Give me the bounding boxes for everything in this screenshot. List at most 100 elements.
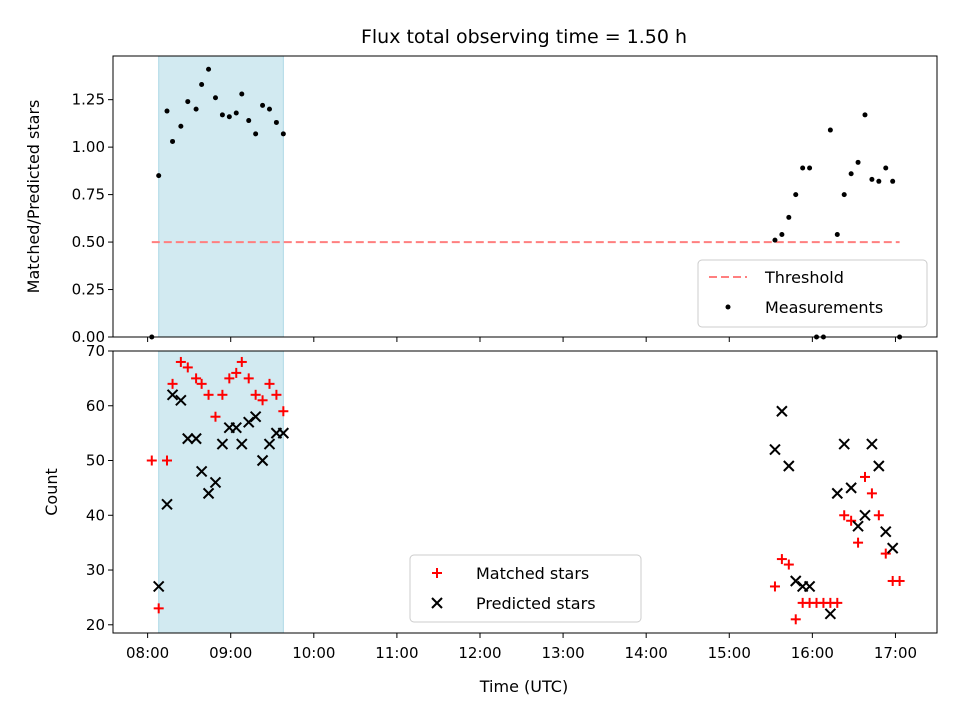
x-tick-label: 15:00 [708, 644, 751, 662]
measurement-point [800, 165, 806, 171]
measurement-point [193, 106, 199, 112]
measurement-point [807, 165, 813, 171]
measurement-point [772, 237, 778, 243]
measurement-point [273, 119, 279, 125]
predicted-star-point [776, 405, 788, 417]
x-tick-label: 16:00 [791, 644, 834, 662]
predicted-star-point [182, 432, 194, 445]
matched-star-point [783, 559, 794, 570]
predicted-star-point [243, 416, 255, 428]
predicted-star-point [175, 394, 187, 406]
predicted-stars-points [152, 389, 899, 620]
top-y-tick-label: 0.25 [72, 281, 105, 299]
measurement-point [233, 110, 239, 116]
measurement-point [855, 159, 861, 165]
matched-star-point [839, 510, 850, 521]
measurement-point [786, 214, 792, 220]
measurements-legend-swatch [725, 304, 731, 310]
top-y-tick-label: 0.75 [72, 186, 105, 204]
top-y-tick-label: 0.50 [72, 233, 105, 251]
bottom-observing-span [158, 350, 284, 634]
matched-star-point [257, 395, 268, 406]
top-shade-layer [158, 55, 284, 338]
predicted-star-point [880, 525, 892, 538]
bottom-y-axis-label: Count [42, 468, 61, 516]
measurement-point [848, 171, 854, 177]
measurement-point [266, 106, 272, 112]
matched-star-point [250, 389, 261, 400]
x-axis-label: Time (UTC) [479, 677, 568, 696]
predicted-star-point [190, 432, 202, 445]
top-observing-span [158, 55, 284, 338]
matched-star-point [231, 367, 242, 378]
measurement-point [876, 178, 882, 184]
matched-star-point [776, 554, 787, 565]
predicted-star-point [790, 575, 802, 587]
measurement-point [890, 178, 896, 184]
measurement-point [178, 123, 184, 129]
matched-star-point [271, 389, 282, 400]
predicted-star-point [852, 520, 864, 532]
measurement-point [883, 165, 889, 171]
matched-star-point [859, 471, 870, 482]
measurement-point [841, 192, 847, 198]
measurement-point [212, 95, 218, 101]
predicted-star-point [249, 411, 262, 423]
measurement-point [164, 108, 170, 114]
measurements-legend-label: Measurements [765, 298, 883, 317]
matched-star-point [175, 356, 186, 367]
matched-star-point [224, 373, 235, 384]
chart-title: Flux total observing time = 1.50 h [361, 26, 687, 48]
bottom-legend-box [409, 554, 642, 623]
predicted-star-point [769, 443, 781, 456]
x-tick-label: 17:00 [874, 644, 917, 662]
predicted-star-point [195, 465, 208, 478]
matched-star-point [243, 373, 254, 384]
measurement-point [280, 131, 286, 137]
measurement-point [239, 91, 245, 97]
top-legend: Threshold Measurements [697, 259, 928, 328]
top-y-tick-label: 1.00 [72, 138, 105, 156]
x-tick-label: 11:00 [375, 644, 418, 662]
predicted-star-point [803, 580, 816, 593]
predicted-star-point [152, 580, 165, 593]
predicted-star-point [263, 438, 276, 450]
matched-legend-swatch [432, 568, 442, 578]
bottom-y-tick-label: 30 [86, 561, 105, 579]
top-y-axis-label: Matched/Predicted stars [24, 100, 43, 294]
x-tick-label: 09:00 [209, 644, 252, 662]
measurement-point [779, 231, 785, 237]
x-tick-label: 08:00 [126, 644, 169, 662]
measurement-point [199, 81, 205, 87]
measurement-point [834, 231, 840, 237]
predicted-star-point [277, 427, 290, 439]
x-tick-label: 13:00 [541, 644, 584, 662]
measurement-point [156, 173, 162, 179]
predicted-star-point [859, 509, 871, 521]
matched-star-point [880, 548, 891, 559]
measurement-point [862, 112, 868, 118]
bottom-y-tick-label: 60 [86, 397, 105, 415]
bottom-plot-frame [112, 350, 938, 634]
bottom-legend: Matched stars Predicted stars [409, 554, 642, 623]
measurement-point [226, 114, 232, 120]
matched-star-point [264, 378, 275, 389]
matched-star-point [846, 515, 857, 526]
matched-star-point [790, 614, 801, 625]
predicted-star-point [230, 421, 242, 434]
bottom-axis-ticks: 20 30 40 50 60 70 08:00 09:00 10:00 11:00 12:00 13:… [86, 342, 917, 662]
top-legend-box [697, 259, 928, 328]
measurement-points [149, 66, 903, 340]
bottom-y-tick-label: 40 [86, 506, 105, 524]
predicted-star-point [824, 608, 837, 620]
matched-star-point [167, 378, 178, 389]
matched-star-point [196, 378, 207, 389]
matched-star-point [832, 597, 843, 608]
measurement-point [793, 192, 799, 198]
x-tick-label: 12:00 [458, 644, 501, 662]
matched-star-point [210, 411, 221, 422]
measurement-point [253, 131, 259, 137]
measurement-point [219, 112, 225, 118]
predicted-star-point [256, 454, 269, 467]
predicted-star-point [202, 487, 215, 500]
